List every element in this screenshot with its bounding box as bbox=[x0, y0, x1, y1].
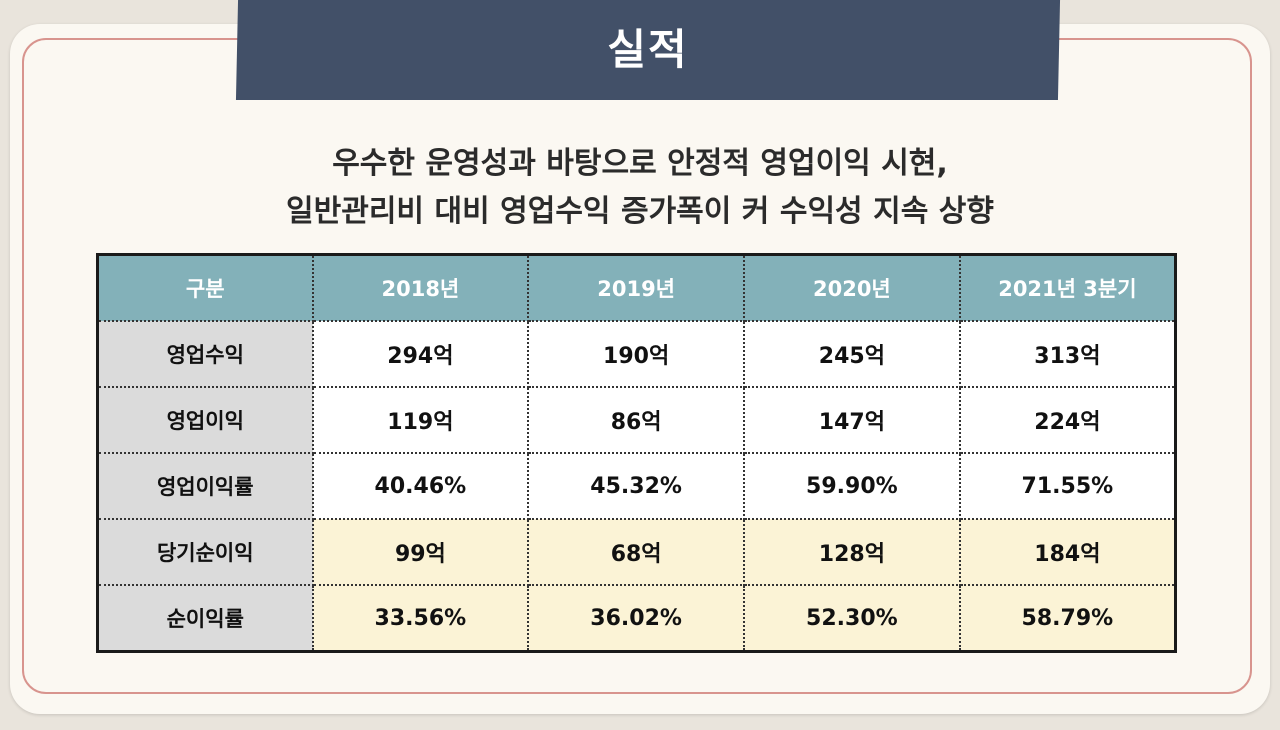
table-row: 순이익률 33.56% 36.02% 52.30% 58.79% bbox=[96, 584, 1177, 653]
table-cell: 294억 bbox=[311, 320, 530, 388]
table-cell: 71.55% bbox=[958, 452, 1177, 520]
table-row: 영업이익 119억 86억 147억 224억 bbox=[96, 386, 1177, 454]
row-label-operating-margin: 영업이익률 bbox=[96, 452, 314, 520]
table-cell: 224억 bbox=[958, 386, 1177, 454]
table-cell: 58.79% bbox=[958, 584, 1177, 653]
column-header-2020: 2020년 bbox=[743, 253, 961, 322]
table-cell: 99억 bbox=[311, 518, 530, 586]
table-cell: 128억 bbox=[743, 518, 961, 586]
table-row: 영업이익률 40.46% 45.32% 59.90% 71.55% bbox=[96, 452, 1177, 520]
row-label-operating-income: 영업이익 bbox=[96, 386, 314, 454]
table-cell: 119억 bbox=[311, 386, 530, 454]
column-header-2019: 2019년 bbox=[527, 253, 745, 322]
table-cell: 45.32% bbox=[527, 452, 745, 520]
column-header-2018: 2018년 bbox=[311, 253, 530, 322]
slide-subtitle: 우수한 운영성과 바탕으로 안정적 영업이익 시현, 일반관리비 대비 영업수익… bbox=[0, 140, 1280, 236]
performance-table: 구분 2018년 2019년 2020년 2021년 3분기 영업수익 294억… bbox=[96, 253, 1177, 653]
table-cell: 33.56% bbox=[311, 584, 530, 653]
slide-title: 실적 bbox=[607, 24, 689, 74]
subtitle-line-1: 우수한 운영성과 바탕으로 안정적 영업이익 시현, bbox=[332, 146, 948, 181]
row-label-net-margin: 순이익률 bbox=[96, 584, 314, 653]
table-cell: 245억 bbox=[743, 320, 961, 388]
table-cell: 86억 bbox=[527, 386, 745, 454]
table-header-row: 구분 2018년 2019년 2020년 2021년 3분기 bbox=[96, 253, 1177, 322]
table-cell: 52.30% bbox=[743, 584, 961, 653]
table-cell: 68억 bbox=[527, 518, 745, 586]
table-cell: 313억 bbox=[958, 320, 1177, 388]
table-cell: 40.46% bbox=[311, 452, 530, 520]
table-cell: 184억 bbox=[958, 518, 1177, 586]
column-header-2021-q3: 2021년 3분기 bbox=[958, 253, 1177, 322]
table-row: 영업수익 294억 190억 245억 313억 bbox=[96, 320, 1177, 388]
table-row: 당기순이익 99억 68억 128억 184억 bbox=[96, 518, 1177, 586]
table-cell: 147억 bbox=[743, 386, 961, 454]
table-cell: 36.02% bbox=[527, 584, 745, 653]
column-header-category: 구분 bbox=[96, 253, 314, 322]
subtitle-line-2: 일반관리비 대비 영업수익 증가폭이 커 수익성 지속 상향 bbox=[286, 194, 994, 229]
table-cell: 190억 bbox=[527, 320, 745, 388]
row-label-operating-revenue: 영업수익 bbox=[96, 320, 314, 388]
row-label-net-income: 당기순이익 bbox=[96, 518, 314, 586]
table-cell: 59.90% bbox=[743, 452, 961, 520]
